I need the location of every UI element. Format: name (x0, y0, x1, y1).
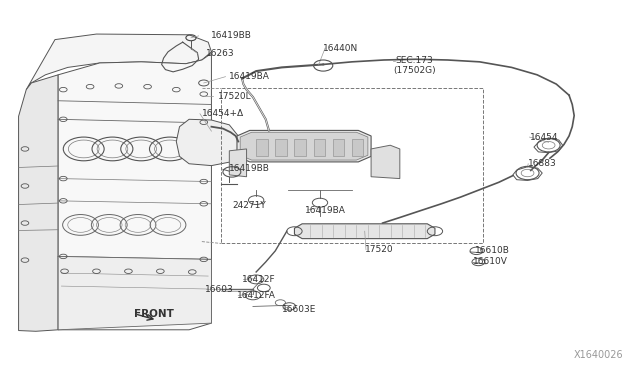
Text: 16419BA: 16419BA (305, 206, 346, 215)
Text: 16603: 16603 (205, 285, 234, 294)
Polygon shape (294, 224, 435, 238)
Text: 16412F: 16412F (242, 275, 276, 284)
Bar (256, 139, 268, 155)
Text: 16412FA: 16412FA (237, 291, 276, 300)
Bar (333, 139, 344, 155)
Text: 17520L: 17520L (218, 92, 252, 101)
Text: 17520: 17520 (365, 245, 394, 254)
Polygon shape (371, 145, 400, 179)
Text: 16263: 16263 (206, 49, 235, 58)
Text: 16419BB: 16419BB (211, 31, 252, 41)
Text: 16610B: 16610B (474, 246, 509, 255)
Polygon shape (240, 132, 368, 160)
Polygon shape (58, 256, 211, 330)
Text: 16883: 16883 (528, 159, 557, 168)
Text: 16603E: 16603E (282, 305, 316, 314)
Polygon shape (229, 149, 246, 177)
Text: 16610V: 16610V (473, 257, 508, 266)
Text: 16454+Δ: 16454+Δ (202, 109, 244, 118)
Polygon shape (19, 75, 58, 331)
Polygon shape (26, 34, 211, 90)
Text: SEC.173: SEC.173 (396, 56, 433, 65)
Text: (17502G): (17502G) (394, 66, 436, 75)
Text: X1640026: X1640026 (573, 350, 623, 360)
Text: 16440N: 16440N (323, 44, 358, 52)
Text: 16419BA: 16419BA (229, 72, 270, 81)
Polygon shape (176, 119, 240, 166)
Text: 24271Y: 24271Y (232, 201, 266, 210)
Polygon shape (58, 53, 211, 330)
Bar (221, 88, 483, 243)
Bar (294, 139, 306, 155)
Text: 16419BB: 16419BB (229, 164, 270, 173)
Polygon shape (237, 131, 371, 162)
Bar (352, 139, 364, 155)
Text: 16454: 16454 (529, 132, 558, 142)
Text: FRONT: FRONT (134, 309, 173, 319)
Bar (275, 139, 287, 155)
Bar (314, 139, 325, 155)
